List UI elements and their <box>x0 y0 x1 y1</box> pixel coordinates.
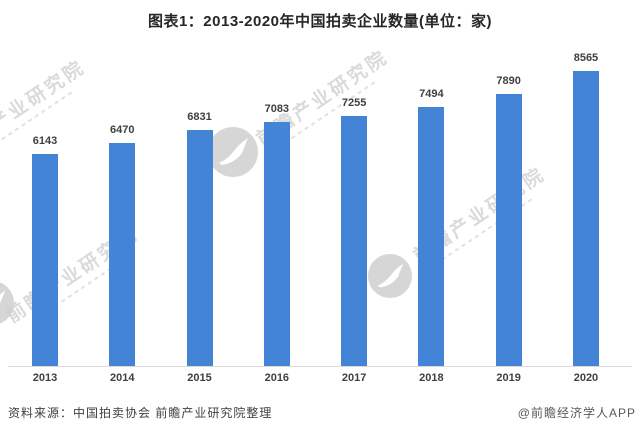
x-axis-line <box>8 366 632 367</box>
source-note: 资料来源：中国拍卖协会 前瞻产业研究院整理 <box>8 406 273 420</box>
bar-2015 <box>186 130 213 366</box>
bar-2014 <box>109 143 136 366</box>
bar-value-label: 7890 <box>496 75 521 87</box>
app-credit: @前瞻经济学人APP <box>517 406 636 420</box>
bar-value-label: 8565 <box>573 52 599 64</box>
x-tick-label: 2014 <box>110 372 135 384</box>
bar-2018 <box>418 107 445 366</box>
bar-value-label: 6470 <box>110 124 135 136</box>
bar-value-label: 6831 <box>187 111 212 123</box>
bar-value-label: 7255 <box>341 97 367 109</box>
chart-title: 图表1：2013-2020年中国拍卖企业数量(单位：家) <box>147 13 493 30</box>
bar-2016 <box>263 122 290 366</box>
x-tick-label: 2018 <box>419 372 444 384</box>
x-tick-label: 2013 <box>32 372 58 384</box>
bar-2019 <box>495 94 522 366</box>
x-tick-label: 2016 <box>264 372 290 384</box>
x-tick-label: 2015 <box>187 372 212 384</box>
bar-value-label: 7083 <box>264 103 290 115</box>
x-tick-label: 2020 <box>573 372 599 384</box>
bar-2020 <box>572 71 599 366</box>
bar-2017 <box>341 116 368 366</box>
x-tick-label: 2017 <box>341 372 367 384</box>
bar-2013 <box>32 154 58 366</box>
bar-value-label: 6143 <box>32 135 58 147</box>
x-tick-label: 2019 <box>496 372 521 384</box>
bar-value-label: 7494 <box>419 88 444 100</box>
